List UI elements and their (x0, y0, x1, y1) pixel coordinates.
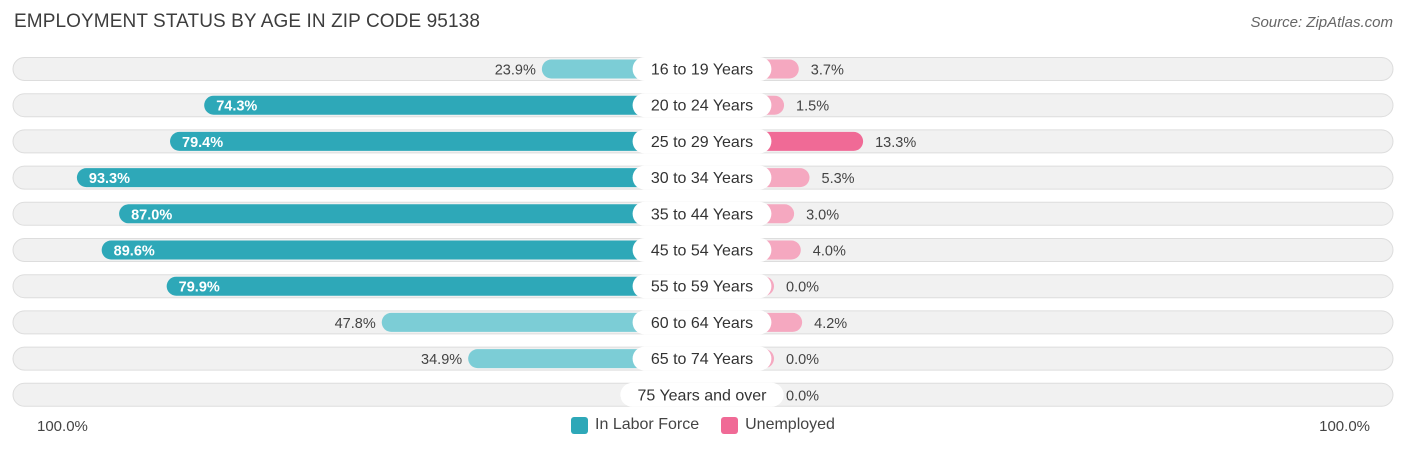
legend-item-unemployed: Unemployed (721, 416, 835, 434)
value-label-unemployed: 0.0% (786, 352, 819, 368)
value-label-unemployed: 0.0% (786, 280, 819, 296)
legend: In Labor Force Unemployed (0, 416, 1406, 434)
category-label: 65 to 74 Years (651, 351, 753, 368)
value-label-unemployed: 1.5% (796, 99, 829, 115)
category-pill (632, 310, 772, 335)
category-label: 60 to 64 Years (651, 315, 753, 332)
value-label-unemployed: 0.0% (786, 388, 819, 404)
value-label-unemployed: 4.2% (814, 316, 847, 332)
category-label: 30 to 34 Years (651, 170, 753, 187)
value-label-unemployed: 3.7% (811, 63, 844, 79)
axis-left-label: 100.0% (37, 418, 88, 435)
value-label-labor: 79.4% (182, 135, 223, 151)
value-label-labor: 93.3% (89, 171, 130, 187)
category-pill (632, 274, 772, 299)
category-pill (632, 165, 772, 190)
legend-swatch-labor (571, 416, 589, 434)
value-label-unemployed: 3.0% (806, 207, 839, 223)
category-label: 16 to 19 Years (651, 62, 753, 79)
bar-labor (119, 204, 703, 224)
category-pill (632, 129, 772, 154)
value-label-labor: 34.9% (421, 352, 462, 368)
value-label-labor: 47.8% (335, 316, 376, 332)
category-label: 45 to 54 Years (651, 243, 753, 260)
bar-labor (101, 240, 703, 260)
category-label: 20 to 24 Years (651, 98, 753, 115)
legend-item-labor: In Labor Force (571, 416, 699, 434)
legend-label-unemployed: Unemployed (745, 416, 835, 433)
category-pill (632, 346, 772, 371)
category-pill (632, 57, 772, 81)
legend-swatch-unemployed (721, 416, 739, 434)
source-label: Source: ZipAtlas.com (1250, 14, 1393, 31)
bar-labor (204, 95, 702, 115)
value-label-unemployed: 13.3% (875, 135, 916, 151)
value-label-labor: 87.0% (131, 207, 172, 223)
category-label: 35 to 44 Years (651, 206, 753, 223)
value-label-labor: 89.6% (114, 244, 155, 260)
category-pill (632, 201, 772, 226)
axis-right-label: 100.0% (1319, 418, 1370, 435)
legend-label-labor: In Labor Force (595, 416, 700, 433)
category-pill (632, 238, 772, 262)
category-pill (632, 93, 772, 118)
value-label-labor: 79.9% (179, 280, 220, 296)
value-label-unemployed: 5.3% (822, 171, 855, 187)
bar-labor (76, 168, 702, 188)
chart-area: 23.9% 3.7% 16 to 19 Years 74.3% 1.5% 20 to 24… (12, 57, 1394, 407)
bar-labor (170, 131, 702, 151)
category-label: 25 to 29 Years (651, 134, 753, 151)
value-label-unemployed: 4.0% (813, 244, 846, 260)
category-label: 75 Years and over (638, 387, 768, 404)
bar-labor (381, 312, 702, 332)
category-pill (620, 382, 784, 407)
value-label-labor: 23.9% (495, 63, 536, 79)
bar-labor (166, 276, 703, 296)
category-label: 55 to 59 Years (651, 279, 753, 296)
value-label-labor: 74.3% (216, 99, 257, 115)
chart-title: EMPLOYMENT STATUS BY AGE IN ZIP CODE 951… (14, 11, 480, 32)
